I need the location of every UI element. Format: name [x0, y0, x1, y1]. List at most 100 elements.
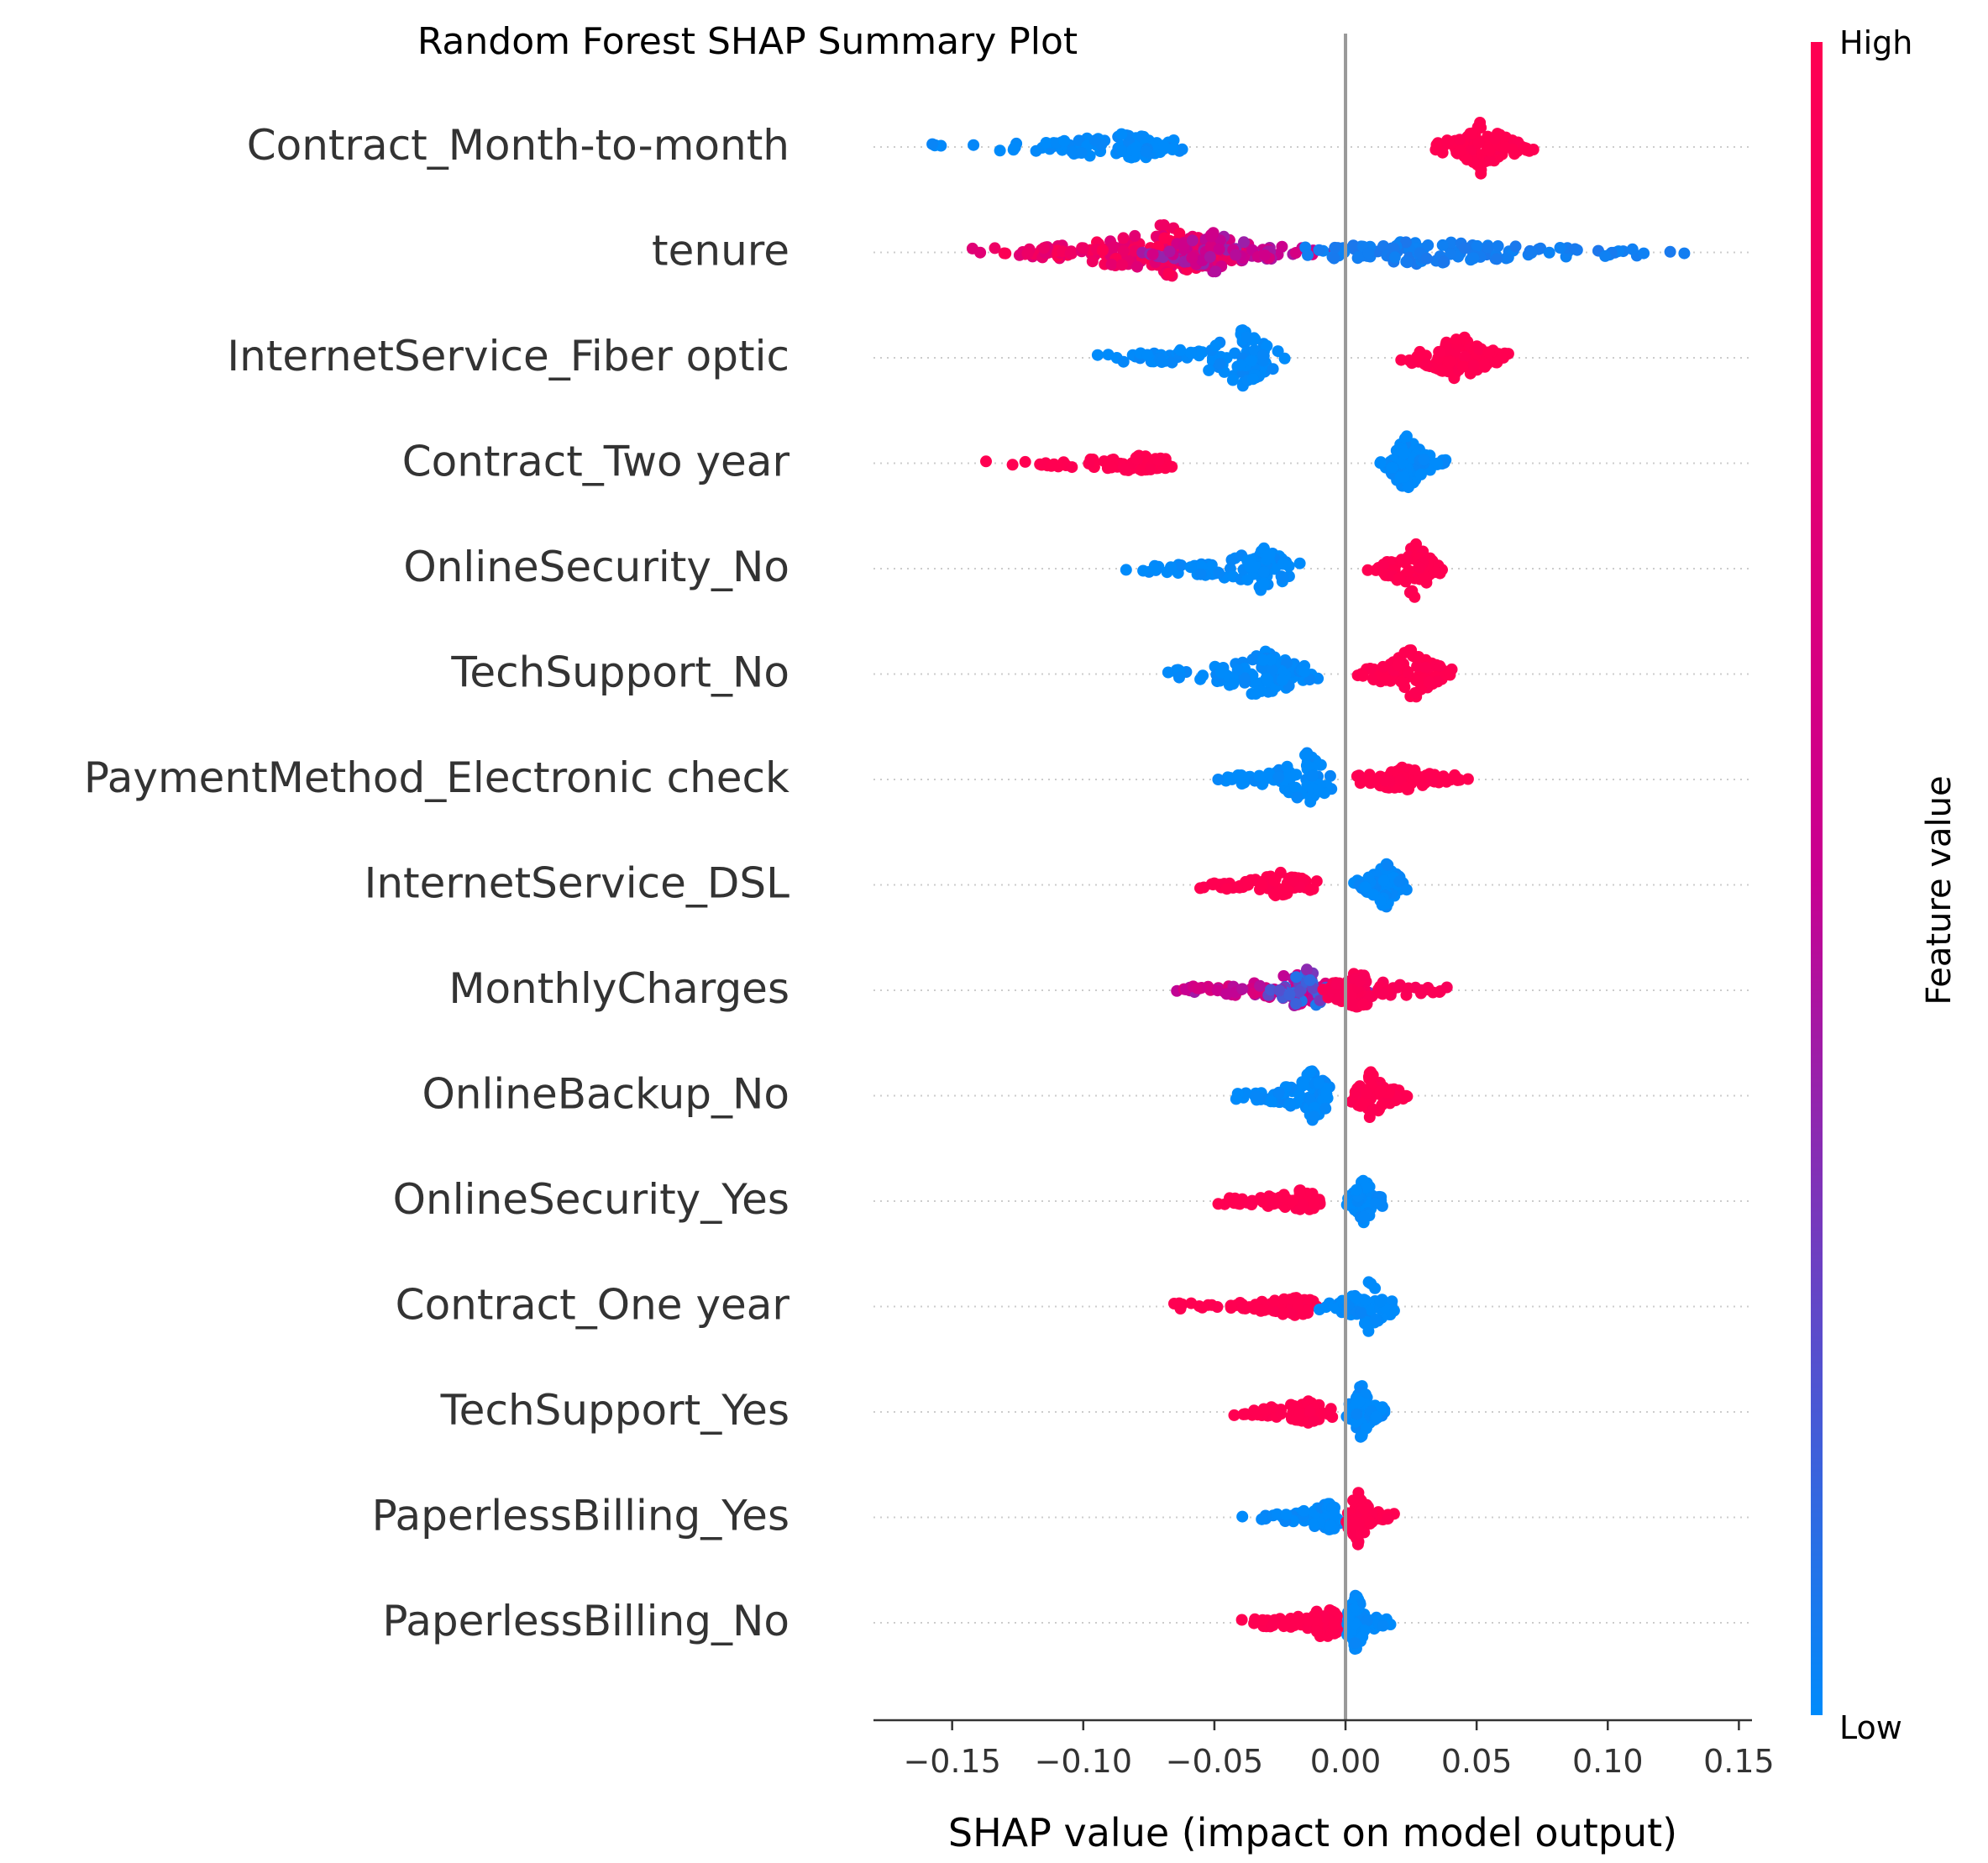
- data-point: [1131, 260, 1143, 273]
- data-point: [1263, 1190, 1275, 1203]
- data-point: [1308, 1414, 1320, 1427]
- data-point: [1353, 1519, 1366, 1531]
- data-point: [1145, 463, 1157, 475]
- data-point: [1284, 772, 1297, 785]
- data-point: [1265, 1095, 1277, 1108]
- data-point: [1351, 1408, 1363, 1420]
- data-point: [1174, 344, 1187, 356]
- data-point: [1402, 481, 1414, 494]
- data-point: [1374, 457, 1387, 470]
- data-point: [1091, 349, 1104, 361]
- data-point: [1157, 219, 1170, 231]
- data-point: [1256, 1513, 1268, 1525]
- data-point: [1377, 559, 1390, 570]
- data-point: [1289, 247, 1302, 259]
- colorbar: [1811, 42, 1823, 1715]
- data-point: [1543, 246, 1555, 259]
- data-point: [1287, 875, 1299, 887]
- data-point: [1089, 134, 1102, 147]
- data-point: [1256, 879, 1268, 891]
- data-point: [1353, 1395, 1366, 1408]
- data-point: [1313, 244, 1325, 256]
- data-point: [1424, 768, 1436, 780]
- data-point: [1077, 242, 1089, 255]
- data-point: [1473, 343, 1486, 355]
- data-point: [1402, 666, 1414, 679]
- data-point: [1173, 228, 1186, 239]
- data-point: [1167, 144, 1178, 155]
- data-point: [1377, 1619, 1389, 1632]
- data-point: [1436, 365, 1449, 377]
- data-point: [1403, 644, 1416, 657]
- data-point: [1117, 232, 1130, 244]
- data-point: [1117, 355, 1130, 368]
- data-point: [1379, 774, 1392, 787]
- data-point: [1229, 1192, 1241, 1204]
- data-point: [1186, 234, 1199, 247]
- feature-label: OnlineSecurity_No: [403, 543, 789, 591]
- data-point: [1438, 255, 1450, 268]
- x-tick-label: −0.10: [1035, 1743, 1132, 1780]
- data-point: [1220, 883, 1233, 895]
- data-point: [1237, 1302, 1249, 1315]
- data-point: [1364, 663, 1377, 674]
- data-point: [1272, 771, 1285, 784]
- data-point: [1361, 564, 1374, 576]
- data-point: [1509, 240, 1522, 253]
- data-point: [1314, 1304, 1325, 1315]
- data-point: [1471, 239, 1483, 252]
- data-point: [1116, 144, 1129, 157]
- data-point: [1290, 971, 1303, 984]
- data-point: [1231, 664, 1244, 676]
- data-point: [1330, 978, 1343, 990]
- data-point: [1119, 464, 1131, 476]
- data-point: [1408, 590, 1421, 603]
- data-point: [926, 138, 939, 150]
- data-point: [968, 139, 980, 151]
- data-point: [1483, 154, 1496, 166]
- data-point: [1302, 249, 1314, 261]
- data-point: [1225, 554, 1238, 566]
- data-point: [1228, 1409, 1241, 1421]
- data-point: [1297, 1199, 1309, 1211]
- data-point: [1319, 1102, 1332, 1115]
- data-point: [1064, 247, 1077, 260]
- data-point: [1266, 1619, 1277, 1632]
- data-point: [1163, 245, 1176, 258]
- data-point: [1458, 350, 1471, 363]
- data-point: [1269, 890, 1282, 902]
- data-point: [1361, 1087, 1373, 1099]
- data-point: [1313, 785, 1324, 797]
- data-point: [1328, 1618, 1340, 1630]
- data-point: [1393, 875, 1406, 888]
- data-point: [1230, 249, 1242, 261]
- data-point: [1457, 360, 1469, 373]
- data-point: [1419, 661, 1432, 674]
- data-point: [1234, 359, 1246, 371]
- data-point: [1238, 236, 1250, 249]
- data-point: [1554, 242, 1566, 254]
- data-point: [1102, 349, 1115, 361]
- data-point: [974, 246, 987, 259]
- data-point: [1021, 247, 1034, 260]
- feature-label: InternetService_Fiber optic: [227, 332, 789, 380]
- data-point: [1250, 1089, 1262, 1102]
- data-point: [1367, 674, 1380, 686]
- data-point: [1324, 1519, 1337, 1532]
- data-point: [1358, 1096, 1371, 1109]
- data-point: [1184, 346, 1197, 359]
- data-point: [1352, 251, 1365, 263]
- data-point: [1304, 1066, 1317, 1078]
- data-point: [1444, 669, 1456, 681]
- data-point: [1420, 358, 1433, 370]
- data-point: [1213, 243, 1225, 255]
- data-point: [1466, 127, 1478, 139]
- data-point: [1358, 969, 1370, 982]
- data-point: [1260, 673, 1272, 685]
- data-point: [1137, 564, 1150, 577]
- data-point: [1461, 153, 1473, 165]
- data-point: [1525, 247, 1538, 259]
- data-point: [1418, 454, 1430, 466]
- data-point: [1277, 970, 1290, 982]
